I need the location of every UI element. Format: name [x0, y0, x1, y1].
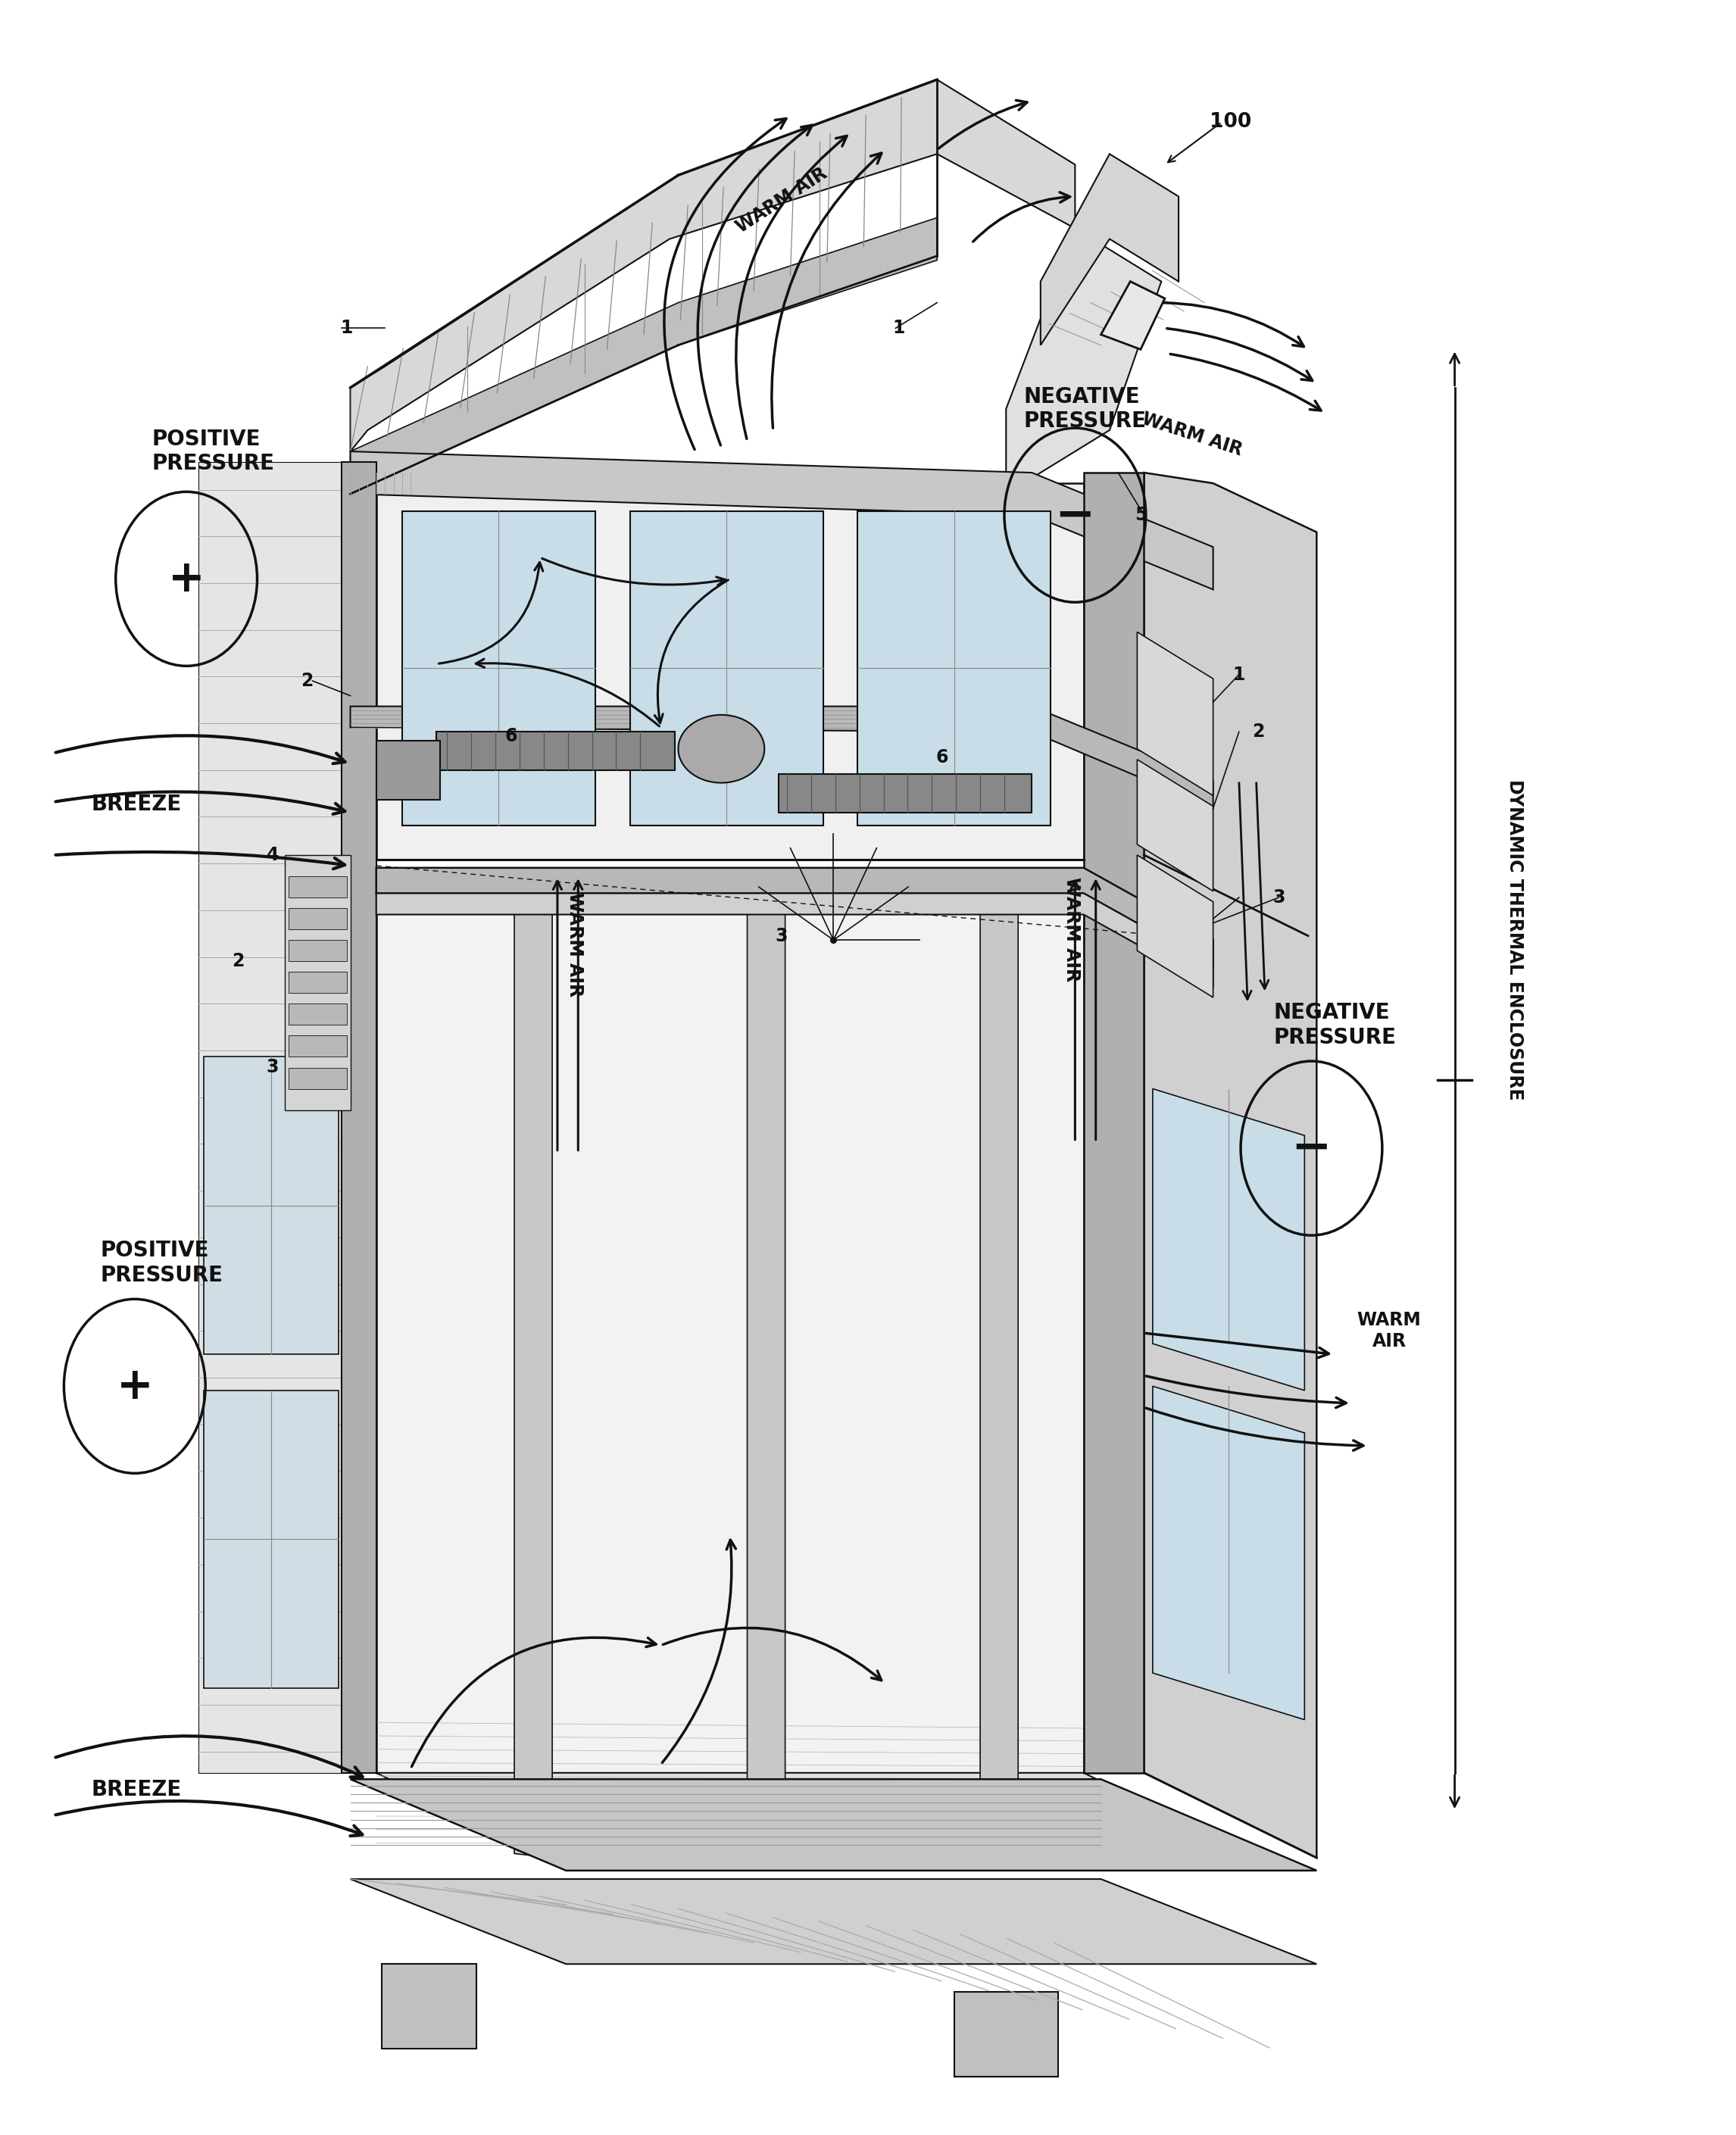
Text: +: +	[168, 557, 205, 600]
Polygon shape	[198, 461, 351, 1772]
Text: 3: 3	[1272, 888, 1285, 907]
Text: 1: 1	[892, 318, 904, 337]
Polygon shape	[746, 892, 785, 1857]
Text: WARM AIR: WARM AIR	[1062, 877, 1082, 982]
Polygon shape	[778, 775, 1031, 813]
Polygon shape	[858, 510, 1050, 826]
Text: POSITIVE
PRESSURE: POSITIVE PRESSURE	[101, 1240, 222, 1285]
Text: DYNAMIC THERMAL ENCLOSURE: DYNAMIC THERMAL ENCLOSURE	[1505, 779, 1524, 1100]
Polygon shape	[1144, 472, 1316, 1857]
Polygon shape	[351, 1879, 1316, 1964]
Polygon shape	[342, 461, 377, 1772]
Text: 4: 4	[267, 845, 279, 865]
Text: −: −	[1055, 491, 1095, 538]
Text: 3: 3	[776, 927, 788, 946]
Polygon shape	[679, 715, 764, 784]
Text: 3: 3	[266, 1059, 279, 1076]
Polygon shape	[981, 892, 1017, 1857]
Polygon shape	[1083, 472, 1144, 1772]
Polygon shape	[288, 1003, 347, 1025]
Polygon shape	[403, 510, 595, 826]
Polygon shape	[203, 1390, 339, 1689]
Polygon shape	[377, 892, 1083, 1772]
Polygon shape	[288, 907, 347, 929]
Text: 2: 2	[1252, 724, 1264, 741]
Text: 6: 6	[505, 728, 517, 745]
Text: 5: 5	[1134, 506, 1147, 525]
Polygon shape	[377, 892, 1213, 986]
Text: NEGATIVE
PRESSURE: NEGATIVE PRESSURE	[1023, 386, 1146, 431]
Polygon shape	[377, 867, 1213, 965]
Polygon shape	[377, 741, 441, 801]
Text: 1: 1	[340, 318, 352, 337]
Polygon shape	[377, 483, 1083, 858]
Polygon shape	[288, 875, 347, 897]
Polygon shape	[285, 854, 351, 1110]
Text: BREEZE: BREEZE	[92, 1778, 182, 1800]
Text: 100: 100	[1210, 113, 1252, 132]
Text: 2: 2	[300, 673, 314, 690]
Polygon shape	[351, 218, 937, 493]
Polygon shape	[437, 732, 675, 771]
Polygon shape	[382, 1964, 476, 2050]
Text: 2: 2	[233, 952, 245, 971]
Text: NEGATIVE
PRESSURE: NEGATIVE PRESSURE	[1274, 1001, 1396, 1048]
Polygon shape	[1007, 228, 1161, 493]
Text: 1: 1	[1233, 666, 1245, 683]
Polygon shape	[351, 1778, 1316, 1870]
Text: WARM AIR: WARM AIR	[566, 892, 583, 997]
Text: WARM AIR: WARM AIR	[733, 164, 830, 237]
Polygon shape	[351, 450, 1213, 589]
Polygon shape	[1137, 854, 1213, 997]
Polygon shape	[1153, 1386, 1304, 1719]
Polygon shape	[288, 1035, 347, 1057]
Polygon shape	[1137, 632, 1213, 796]
Text: POSITIVE
PRESSURE: POSITIVE PRESSURE	[153, 429, 274, 474]
Polygon shape	[1101, 282, 1165, 350]
Polygon shape	[1040, 154, 1179, 346]
Text: WARM AIR: WARM AIR	[1141, 410, 1245, 459]
Polygon shape	[288, 971, 347, 993]
Text: 6: 6	[936, 747, 948, 766]
Text: −: −	[1292, 1125, 1332, 1172]
Text: WARM
AIR: WARM AIR	[1358, 1311, 1422, 1351]
Polygon shape	[955, 1992, 1057, 2077]
Polygon shape	[630, 510, 823, 826]
Polygon shape	[351, 79, 1075, 450]
Text: +: +	[116, 1364, 153, 1407]
Polygon shape	[203, 1057, 339, 1354]
Polygon shape	[377, 1772, 1248, 1853]
Polygon shape	[1153, 1089, 1304, 1390]
Polygon shape	[351, 707, 1213, 809]
Polygon shape	[288, 1068, 347, 1089]
Polygon shape	[288, 939, 347, 961]
Polygon shape	[514, 892, 552, 1857]
Polygon shape	[1137, 760, 1213, 890]
Text: BREEZE: BREEZE	[92, 794, 182, 816]
